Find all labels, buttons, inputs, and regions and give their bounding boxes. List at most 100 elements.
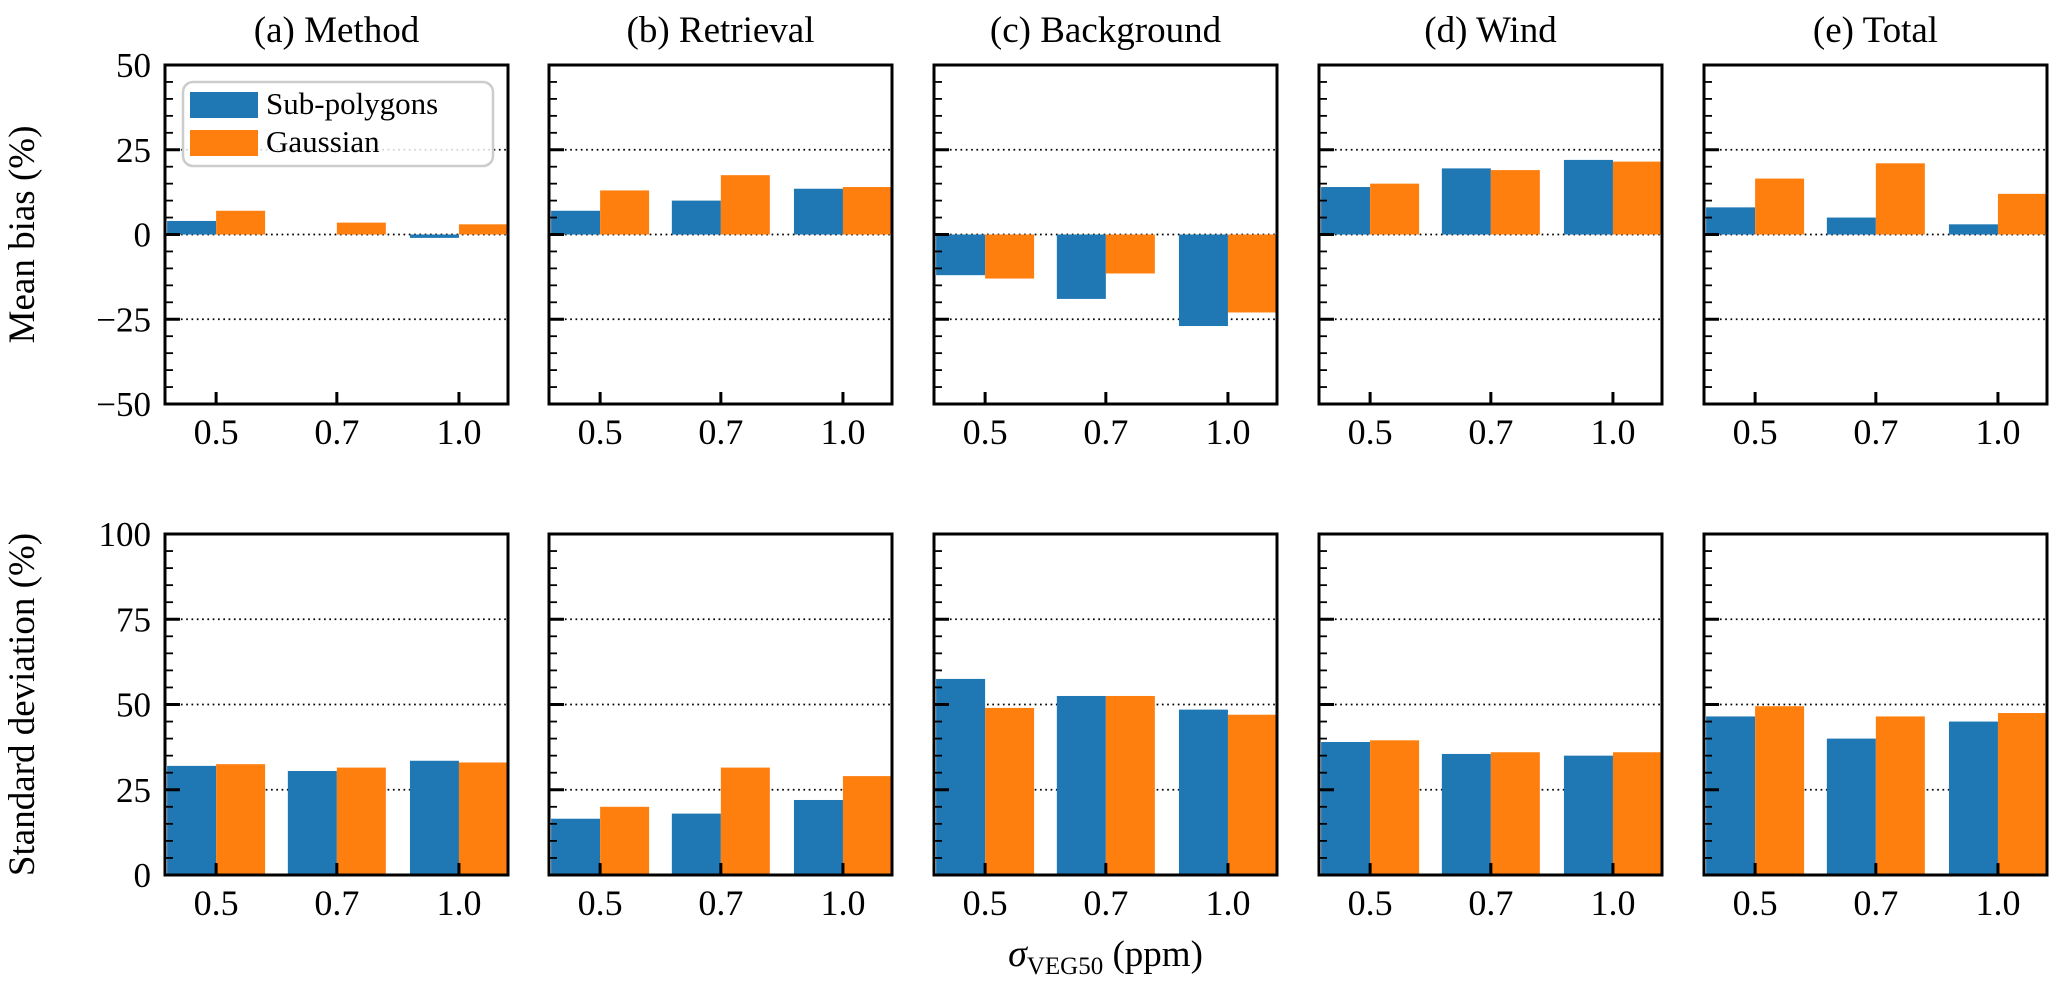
x-tick-label: 0.7: [698, 883, 743, 923]
bar-gaussian-0.7: [720, 175, 770, 235]
bar-sub-polygons-0.5: [936, 678, 986, 875]
bar-sub-polygons-0.7: [671, 813, 721, 875]
bar-sub-polygons-0.7: [287, 770, 337, 875]
bar-sub-polygons-0.7: [1056, 234, 1106, 299]
bar-sub-polygons-0.5: [1321, 742, 1371, 875]
panel-row0-col1: [547, 63, 894, 406]
x-tick-label: 0.7: [1468, 883, 1513, 923]
legend-swatch-gaussian: [190, 130, 258, 156]
bar-gaussian-0.5: [216, 210, 266, 235]
bar-sub-polygons-0.7: [671, 200, 721, 235]
legend-label: Gaussian: [266, 124, 380, 159]
panel-title: (b) Retrieval: [627, 10, 815, 51]
x-tick-label: 0.7: [1468, 412, 1513, 452]
y-tick-label: 50: [116, 686, 151, 725]
bar-gaussian-1.0: [1997, 713, 2047, 875]
bar-gaussian-1.0: [1612, 161, 1662, 235]
bar-sub-polygons-1.0: [409, 760, 459, 875]
x-tick-label: 1.0: [820, 883, 865, 923]
y-tick-label: 0: [134, 216, 152, 255]
bar-sub-polygons-0.7: [1441, 168, 1491, 235]
bar-sub-polygons-0.7: [1826, 738, 1876, 875]
x-tick-label: 0.5: [1733, 412, 1778, 452]
x-tick-label: 0.5: [194, 883, 239, 923]
x-tick-label: 0.5: [1733, 883, 1778, 923]
x-tick-label: 1.0: [1590, 883, 1635, 923]
bar-sub-polygons-1.0: [1948, 224, 1998, 235]
legend-label: Sub-polygons: [266, 86, 438, 121]
y-tick-label: 100: [99, 515, 152, 554]
bar-sub-polygons-0.5: [167, 765, 217, 875]
x-tick-label: 1.0: [1205, 412, 1250, 452]
panel-row1-col4: [1702, 532, 2049, 877]
bar-sub-polygons-1.0: [793, 188, 843, 235]
bar-sub-polygons-1.0: [1563, 755, 1613, 875]
y-tick-label: −50: [96, 385, 151, 424]
bar-gaussian-0.5: [216, 764, 266, 875]
bar-gaussian-0.5: [1755, 178, 1805, 235]
x-tick-label: 0.7: [1853, 883, 1898, 923]
bar-gaussian-1.0: [1227, 234, 1277, 313]
bar-sub-polygons-1.0: [409, 234, 459, 238]
bar-sub-polygons-1.0: [1948, 721, 1998, 875]
bar-gaussian-1.0: [458, 762, 508, 875]
bar-sub-polygons-1.0: [1178, 709, 1228, 875]
x-tick-label: 0.7: [314, 412, 359, 452]
x-tick-label: 0.5: [1348, 883, 1393, 923]
bar-sub-polygons-0.7: [1826, 217, 1876, 235]
bar-gaussian-0.7: [336, 222, 386, 235]
bar-sub-polygons-0.5: [936, 234, 986, 276]
legend-box: [181, 80, 495, 168]
x-tick-label: 0.5: [194, 412, 239, 452]
x-tick-label: 0.7: [1853, 412, 1898, 452]
panel-row1-col0: [163, 532, 510, 877]
panel-row1-col2: [932, 532, 1279, 877]
x-tick-label: 0.5: [578, 412, 623, 452]
panel-row1-col3: [1317, 532, 1664, 877]
bar-gaussian-0.7: [1875, 163, 1925, 235]
bar-sub-polygons-0.5: [1706, 716, 1756, 875]
y-tick-label: 50: [116, 46, 151, 85]
x-tick-label: 0.7: [1083, 412, 1128, 452]
bar-gaussian-1.0: [842, 776, 892, 875]
y-tick-label: 0: [134, 856, 152, 895]
bar-gaussian-1.0: [458, 224, 508, 235]
bar-sub-polygons-0.7: [1056, 695, 1106, 875]
bar-gaussian-0.5: [985, 234, 1035, 279]
bar-gaussian-0.7: [1105, 695, 1155, 875]
y-tick-label: 25: [116, 771, 151, 810]
y-tick-label: 75: [116, 600, 151, 639]
bar-gaussian-0.7: [336, 767, 386, 875]
x-axis-label: σVEG50 (ppm): [1008, 933, 1203, 980]
bar-sub-polygons-0.5: [551, 210, 601, 235]
panel-title: (d) Wind: [1424, 10, 1557, 51]
x-tick-label: 0.7: [314, 883, 359, 923]
x-tick-label: 1.0: [820, 412, 865, 452]
bar-gaussian-0.7: [1105, 234, 1155, 274]
x-tick-label: 1.0: [1975, 883, 2020, 923]
y-axis-label: Mean bias (%): [2, 126, 43, 344]
x-tick-label: 0.5: [1348, 412, 1393, 452]
bar-sub-polygons-0.5: [551, 818, 601, 875]
bar-sub-polygons-1.0: [1178, 234, 1228, 327]
bar-sub-polygons-0.7: [1441, 753, 1491, 875]
x-tick-label: 1.0: [436, 883, 481, 923]
x-tick-label: 0.7: [1083, 883, 1128, 923]
bar-sub-polygons-1.0: [1563, 159, 1613, 235]
y-axis-label: Standard deviation (%): [2, 533, 43, 876]
bar-gaussian-0.7: [1490, 170, 1540, 235]
bar-gaussian-1.0: [842, 187, 892, 235]
bar-gaussian-0.5: [1370, 740, 1420, 875]
bar-gaussian-0.5: [985, 707, 1035, 875]
panel-title: (c) Background: [990, 10, 1222, 51]
x-tick-label: 0.5: [963, 883, 1008, 923]
panel-title: (e) Total: [1813, 10, 1938, 51]
bar-gaussian-1.0: [1227, 714, 1277, 875]
x-tick-label: 0.5: [963, 412, 1008, 452]
x-tick-label: 1.0: [1590, 412, 1635, 452]
bar-gaussian-0.7: [720, 767, 770, 875]
